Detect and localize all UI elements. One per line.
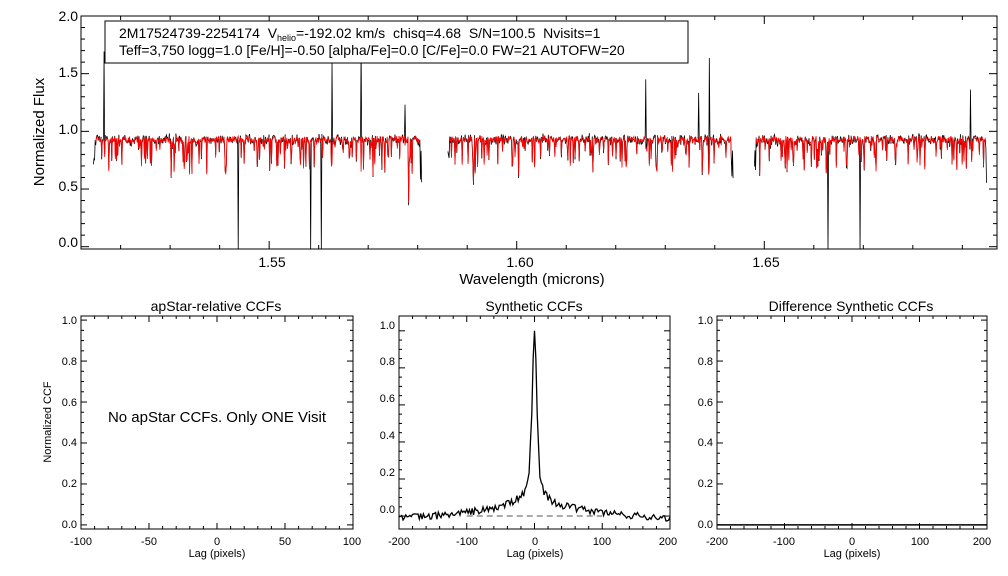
- sn-value: S/N=100.5: [469, 25, 536, 41]
- spectrum-panel: 0.0 0.5 1.0 1.5 2.0 1.55 1.60 1.65 Wavel…: [31, 8, 998, 288]
- stellar-parameters-box: [104, 20, 689, 64]
- apstar-ccf-xlabel: Lag (pixels): [189, 548, 246, 560]
- difference-ccf-ticks: [716, 316, 988, 529]
- vhelio-prefix: V: [268, 25, 278, 41]
- model-spectrum-chip-3: [755, 134, 986, 174]
- difference-ccf-title: Difference Synthetic CCFs: [769, 298, 934, 314]
- spectrum-plot-area: [92, 43, 988, 249]
- stellar-parameters-line2: Teff=3,750 logg=1.0 [Fe/H]=-0.50 [alpha/…: [119, 42, 625, 58]
- synthetic-ccf-xtick-label-1: -100: [456, 536, 478, 548]
- apstar-ccf-ticks: [80, 316, 354, 529]
- model-spectrum-chip-2: [449, 134, 732, 183]
- synthetic-ccf-panel: Synthetic CCFs 0.0 0.2 0.4 0.6 0.8 1.0 -…: [380, 298, 677, 560]
- difference-ccf-xtick-label-1: -100: [773, 536, 795, 548]
- synthetic-ccf-title: Synthetic CCFs: [485, 298, 582, 314]
- synthetic-ccf-xtick-label-4: 200: [659, 536, 677, 548]
- synthetic-ccf-curves: [398, 330, 671, 522]
- apstar-ccf-ytick-label-4: 0.8: [62, 356, 77, 368]
- difference-ccf-xtick-label-0: -200: [706, 536, 728, 548]
- apstar-ccf-xtick-label-0: -100: [70, 536, 92, 548]
- model-spectrum-chip-1: [94, 134, 421, 203]
- observed-spectrum-chip-2: [447, 57, 734, 185]
- synthetic-ccf-xtick-label-2: 0: [532, 536, 538, 548]
- vhelio-value: =-192.02 km/s: [296, 25, 385, 41]
- apstar-ccf-ytick-label-2: 0.4: [62, 437, 77, 449]
- difference-ccf-panel: Difference Synthetic CCFs 0.0 0.2 0.4 0.…: [698, 298, 991, 560]
- difference-ccf-ytick-label-1: 0.2: [698, 478, 713, 490]
- apstar-ccf-xtick-label-3: 50: [279, 536, 291, 548]
- synthetic-ccf-ytick-label-4: 0.8: [380, 356, 395, 368]
- synthetic-ccf-ytick-label-3: 0.6: [380, 393, 395, 405]
- synthetic-ccf-xlabel: Lag (pixels): [507, 548, 564, 560]
- apstar-ccf-panel: apStar-relative CCFs 0.0 0.2 0.4 0.6 0.8…: [42, 298, 361, 560]
- spectrum-xtick-label-2: 1.65: [752, 254, 779, 270]
- chisq-value: chisq=4.68: [393, 25, 461, 41]
- spectrum-ytick-label-2: 1.0: [59, 121, 79, 137]
- observed-spectrum-chip-3: [753, 89, 988, 249]
- spectrum-xtick-label-1: 1.60: [506, 254, 533, 270]
- spectrum-xtick-label-0: 1.55: [258, 254, 285, 270]
- difference-ccf-ytick-label-2: 0.4: [698, 437, 713, 449]
- difference-ccf-xtick-label-2: 0: [849, 536, 855, 548]
- spectrum-ytick-label-0: 0.0: [59, 234, 79, 250]
- difference-ccf-ytick-label-3: 0.6: [698, 397, 713, 409]
- vhelio-subscript: helio: [277, 33, 296, 43]
- apstar-ccf-xtick-label-2: 0: [214, 536, 220, 548]
- synthetic-ccf-ytick-label-2: 0.4: [380, 430, 395, 442]
- synthetic-ccf-ytick-label-0: 0.0: [380, 504, 395, 516]
- difference-ccf-ytick-label-5: 1.0: [698, 315, 713, 327]
- difference-ccf-ytick-label-4: 0.8: [698, 356, 713, 368]
- apstar-ccf-xtick-label-4: 100: [343, 536, 361, 548]
- spectrum-ylabel: Normalized Flux: [31, 77, 48, 186]
- difference-ccf-axes-frame: [716, 315, 988, 530]
- apstar-ccf-ytick-label-5: 1.0: [62, 315, 77, 327]
- spectrum-ytick-label-1: 0.5: [59, 178, 79, 194]
- apstar-ccf-xtick-label-1: -50: [141, 536, 157, 548]
- apstar-ccf-ytick-label-1: 0.2: [62, 478, 77, 490]
- spectrum-ytick-label-3: 1.5: [59, 64, 79, 80]
- no-apstar-ccfs-note: No apStar CCFs. Only ONE Visit: [108, 409, 327, 426]
- star-id: 2M17524739-2254174: [119, 25, 260, 41]
- difference-ccf-xtick-label-3: 100: [911, 536, 929, 548]
- stellar-parameters-line1: 2M17524739-2254174 Vhelio=-192.02 km/s c…: [119, 25, 601, 43]
- spectrum-ticks: [81, 15, 997, 249]
- spectrum-ytick-label-4: 2.0: [59, 8, 79, 24]
- ccf-ylabel: Normalized CCF: [42, 381, 54, 463]
- apstar-ccf-title: apStar-relative CCFs: [151, 298, 282, 314]
- synthetic-ccf-curve: [398, 330, 671, 522]
- synthetic-ccf-axes-frame: [398, 315, 671, 530]
- synthetic-ccf-ticks: [398, 316, 671, 529]
- spectrum-xlabel: Wavelength (microns): [459, 271, 604, 288]
- nvisits-value: Nvisits=1: [543, 25, 600, 41]
- apstar-ccf-ytick-label-3: 0.6: [62, 397, 77, 409]
- difference-ccf-xtick-label-4: 200: [973, 536, 991, 548]
- synthetic-ccf-xtick-label-0: -200: [388, 536, 410, 548]
- spectrum-axes-frame: [80, 15, 998, 250]
- synthetic-ccf-xtick-label-3: 100: [593, 536, 611, 548]
- difference-ccf-ytick-label-0: 0.0: [698, 519, 713, 531]
- synthetic-ccf-ytick-label-1: 0.2: [380, 467, 395, 479]
- synthetic-ccf-ytick-label-5: 1.0: [380, 320, 395, 332]
- apstar-ccf-ytick-label-0: 0.0: [62, 519, 77, 531]
- difference-ccf-xlabel: Lag (pixels): [824, 548, 881, 560]
